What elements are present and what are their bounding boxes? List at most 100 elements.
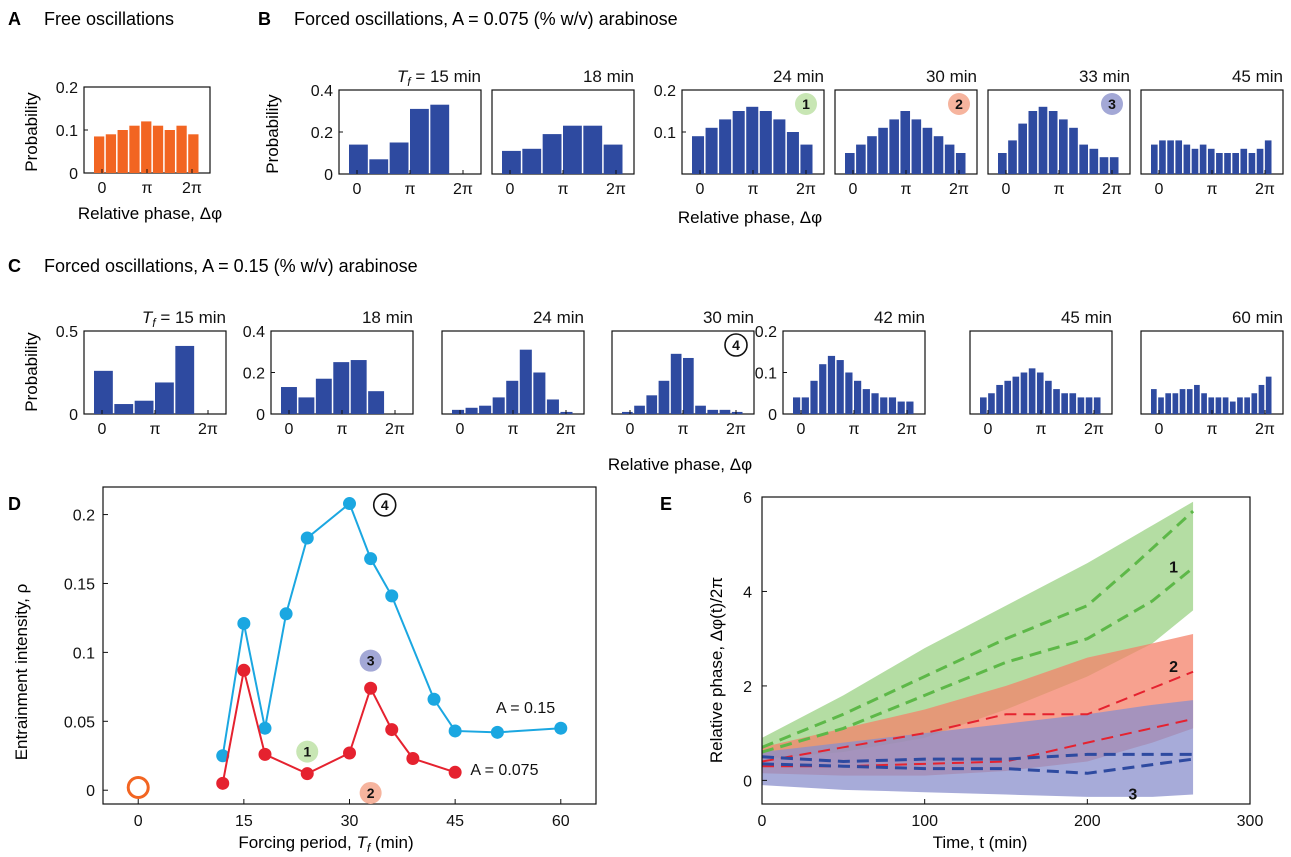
panel-a-hist-bar-1 [105,134,117,173]
panel-d-marker-2 [359,781,382,804]
panel-d-point-0-10 [490,725,504,739]
panel-a-hist-ytick-label-0: 0 [69,166,78,183]
panel-b-hist-2-bar-5 [759,111,772,174]
panel-c-hist-3-xtick-label-2: 2π [726,421,746,438]
panel-d-ytick-label-3: 0.15 [64,576,95,593]
panel-b-hist-3-bar-0 [845,153,855,174]
panel-b-hist-2-marker-label: 1 [802,96,810,112]
panel-b-hist-4-bar-9 [1089,148,1099,174]
panel-c-hist-1-bar-2 [315,378,332,414]
panel-b-hist-1-bar-5 [603,144,623,174]
panel-c-hist-4-bar-6 [845,372,853,414]
panel-b-hist-4-bar-8 [1079,144,1088,174]
panel-e-line-5 [761,757,1194,775]
panel-b-hist-2-xtick-label-1: π [747,181,758,198]
panel-d-point-0-2 [258,721,272,735]
panel-d-point-1-6 [385,723,399,737]
panel-d-point-1-4 [343,746,356,760]
panel-b-hist-3-bar-9 [944,144,955,174]
panel-c-hist-4-xtick-label-0: 0 [797,421,806,438]
panel-c-hist-3-bar-7 [707,409,719,414]
panel-b-hist-2: 0 π 2π 0.1 0.2 24 min 1 [654,67,825,198]
panel-c-hist-5: 0 π 2π 45 min [969,308,1113,438]
panel-b-hist-5-xtick-label-0: 0 [1155,181,1164,198]
panel-b-hist-4-xtick-label-0: 0 [1002,181,1011,198]
panel-a-title: Free oscillations [44,9,174,29]
panel-c-hist-1-bar-0 [281,387,297,414]
panel-c-hist-0-xtick-label-2: 2π [198,421,218,438]
panel-a-ylabel: Probability [22,92,41,172]
panel-c-hist-1-ytick-label-0: 0 [256,407,265,424]
panel-b-hist-5-bar-0 [1151,144,1158,174]
panel-c-hist-2-bar-2 [479,405,492,414]
panel-d-point-0-5 [343,497,356,511]
panel-e-xtick-label-3: 300 [1237,813,1264,830]
panel-d-xlabel: Forcing period, Tf (min) [238,833,413,855]
panel-e-curve-label-2: 2 [1169,659,1178,676]
panel-b-hist-1-bar-4 [583,125,603,174]
panel-c-hist-1-bar-1 [298,397,315,414]
panel-label-b: B [258,9,271,29]
panel-c-hist-3-marker-label: 4 [732,337,740,353]
panel-c-hist-4-bar-4 [827,355,836,414]
panel-c-hist-3-bar-9 [731,411,743,414]
panel-b-hist-5-bar-1 [1159,140,1166,174]
panel-c-hist-2-bar-0 [452,409,465,414]
panel-d-point-0-9 [448,724,462,738]
panel-b-hist-1-bar-2 [542,134,562,174]
panel-b-ylabel: Probability [263,94,282,174]
panel-c-hist-2-bar-7 [546,399,559,414]
panel-c-hist-0-ytick-label-0: 0 [69,407,78,424]
panel-c-hist-6-bar-16 [1265,376,1272,414]
panel-b-hist-5-bar-8 [1216,153,1223,174]
panel-c-hist-1-ytick-label-1: 0.2 [243,366,265,383]
panel-d-xtick-label-0: 0 [134,813,143,830]
panel-c-hist-3-marker [724,333,748,357]
panel-c-hist-4-bar-8 [862,389,870,414]
panel-c-hist-6-bar-12 [1237,397,1243,414]
panel-b-hist-3-bar-6 [911,119,922,174]
panel-d-point-0-7 [385,589,399,603]
panel-a-hist-bar-5 [152,125,164,173]
panel-d-ytick-label-4: 0.2 [73,508,95,525]
panel-e-frame [761,496,1251,805]
panel-d-ylabel: Entrainment intensity, ρ [12,584,31,761]
panel-c-hist-5-bar-9 [1053,389,1060,414]
panel-c-hist-2-xtick-label-0: 0 [456,421,465,438]
panel-c-hist-1-xtick-label-2: 2π [385,421,405,438]
panel-c-hist-6-bar-3 [1172,393,1179,414]
panel-b-hist-5-bar-7 [1207,148,1215,174]
panel-b-hist-2-title: 24 min [773,67,824,86]
panel-e-ytick-label-2: 4 [743,584,752,601]
panel-c-hist-0-bar-2 [134,400,154,414]
panel-c-hist-2-bar-4 [506,380,519,414]
panel-b-hist-4: 0 π 2π 33 min 3 [987,67,1131,198]
panel-c-hist-5-bar-8 [1045,380,1052,414]
panel-d-ytick-label-0: 0 [86,783,95,800]
panel-b-hist-3-bar-5 [900,111,911,174]
panel-e-line-0 [761,510,1195,749]
panel-c-hist-2-bar-6 [533,372,546,414]
panel-c-hist-0-bar-4 [175,345,195,414]
panel-c-hist-4-title: 42 min [874,308,925,327]
panel-b-hist-2-bar-3 [732,111,745,174]
panel-b-hist-0: 0 π 2π 0 0.2 0.4 Tf = 15 min [311,67,482,198]
panel-c-hist-1: 0 π 2π 0 0.2 0.4 18 min [243,308,414,438]
panel-c-hist-5-bar-6 [1028,368,1036,414]
panel-b-hist-2-bar-6 [773,119,786,174]
panel-c-hist-4-bar-0 [793,397,801,414]
panel-c-hist-3-title: 30 min [703,308,754,327]
panel-c-hist-5-xtick-label-1: π [1035,421,1046,438]
panel-b-hist-1-bar-0 [502,150,521,174]
panel-c-hist-3-bar-1 [634,405,645,414]
panel-b-hist-4-marker-label: 3 [1108,96,1116,112]
panel-c-hist-0-bar-3 [155,382,174,414]
panel-c-hist-4-ytick-label-2: 0.2 [755,324,777,341]
panel-d-xtick-label-1: 15 [235,813,253,830]
panel-c-hist-6-xtick-label-2: 2π [1255,421,1275,438]
panel-b-hist-5-title: 45 min [1232,67,1283,86]
panel-d-point-1-7 [406,752,420,766]
panel-c-hist-0-title: Tf = 15 min [142,308,226,330]
panel-b-hist-4-bar-3 [1028,111,1038,174]
panel-d-point-0-11 [554,721,568,735]
